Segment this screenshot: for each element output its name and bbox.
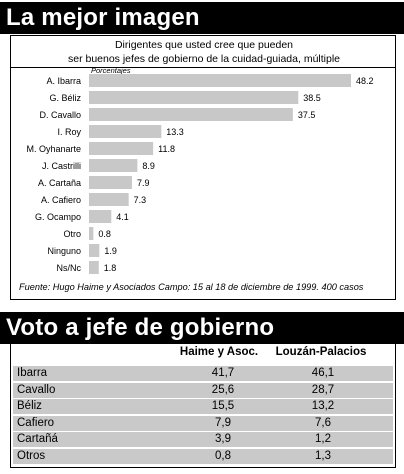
value-cell: 0,8 xyxy=(215,449,231,462)
value-label: 4.1 xyxy=(116,212,129,222)
value-label: 7.3 xyxy=(134,195,147,205)
category-label: Otro xyxy=(63,229,81,239)
chart-title-line-1: Dirigentes que usted cree que pueden xyxy=(114,39,294,51)
value-label: 11.8 xyxy=(158,144,175,154)
row-name-cell: Cartañá xyxy=(17,433,58,445)
bar-chart: A. Ibarra 48.2 G. Béliz 38.5 D. Cavallo 37.5 I… xyxy=(26,74,374,274)
chart-source: Fuente: Hugo Haime y Asociados Campo: 15… xyxy=(19,282,364,292)
value-cell: 28,7 xyxy=(311,383,335,396)
bar xyxy=(89,142,154,155)
value-label: 37.5 xyxy=(298,110,316,120)
category-label: A. Cafiero xyxy=(41,195,81,205)
row-name-cell: Cavallo xyxy=(17,383,56,396)
value-label: 8.9 xyxy=(142,161,155,171)
category-label: G. Ocampo xyxy=(35,212,81,222)
bar xyxy=(89,74,351,87)
value-cell: 15,5 xyxy=(211,400,235,412)
chart-title-line-2: ser buenos jefes de gobierno de la cuida… xyxy=(67,53,340,65)
value-label: 7.9 xyxy=(137,178,150,188)
vote-table-panel: Haime y Asoc. Louzán-Palacios Ibarra 41,7… xyxy=(10,340,396,468)
category-label: M. Oyhanarte xyxy=(26,144,81,154)
category-label: J. Castrilli xyxy=(42,161,81,171)
value-cell: 41,7 xyxy=(211,367,235,379)
bar xyxy=(89,227,94,240)
table-row: Otros 0,8 1,3 xyxy=(13,448,393,464)
value-cell: 1,3 xyxy=(315,449,331,462)
bar xyxy=(89,125,162,138)
bar xyxy=(89,261,99,274)
row-name-cell: Béliz xyxy=(17,400,42,412)
value-label: 13.3 xyxy=(166,127,184,137)
bar xyxy=(89,176,132,189)
bar xyxy=(89,210,112,223)
section-title-la-mejor-imagen: La mejor imagen xyxy=(0,2,404,34)
category-label: Ns/Nc xyxy=(57,263,82,273)
table-row: Cavallo 25,6 28,7 xyxy=(13,382,393,398)
value-cell: 46,1 xyxy=(311,367,335,379)
value-cell: 1,2 xyxy=(315,433,331,445)
table-row: Cafiero 7,9 7,6 xyxy=(13,415,393,431)
value-cell: 7,6 xyxy=(315,416,331,429)
row-name-cell: Otros xyxy=(17,449,46,462)
row-name-cell: Ibarra xyxy=(17,367,48,379)
chart-panel: Dirigentes que usted cree que pueden ser… xyxy=(10,35,396,300)
value-cell: 3,9 xyxy=(215,433,231,445)
category-label: A. Ibarra xyxy=(46,76,81,86)
category-label: A. Cartaña xyxy=(38,178,81,188)
bar xyxy=(89,244,100,257)
bar xyxy=(89,159,138,172)
table-row: Béliz 15,5 13,2 xyxy=(13,399,393,414)
column-header-louzan: Louzán-Palacios xyxy=(275,346,367,358)
category-label: G. Béliz xyxy=(49,93,81,103)
value-label: 48.2 xyxy=(356,76,374,86)
value-cell: 13,2 xyxy=(311,400,335,412)
table-row: Cartañá 3,9 1,2 xyxy=(13,432,393,447)
value-label: 0.8 xyxy=(98,229,111,239)
bar xyxy=(89,193,129,206)
bar xyxy=(89,91,299,104)
row-name-cell: Cafiero xyxy=(17,416,55,429)
value-label: 1.9 xyxy=(104,246,117,256)
unit-label: Porcentajes xyxy=(91,66,131,75)
value-label: 38.5 xyxy=(303,93,321,103)
chart-title-divider xyxy=(11,67,395,68)
bar xyxy=(89,108,293,121)
table-row: Ibarra 41,7 46,1 xyxy=(13,366,393,381)
value-label: 1.8 xyxy=(104,263,117,273)
category-label: Ninguno xyxy=(47,246,81,256)
column-header-haime: Haime y Asoc. xyxy=(179,346,259,358)
section-title-voto-jefe-gobierno: Voto a jefe de gobierno xyxy=(0,312,404,344)
category-label: I. Roy xyxy=(57,127,81,137)
category-label: D. Cavallo xyxy=(39,110,81,120)
value-cell: 7,9 xyxy=(215,416,231,429)
value-cell: 25,6 xyxy=(211,383,235,396)
